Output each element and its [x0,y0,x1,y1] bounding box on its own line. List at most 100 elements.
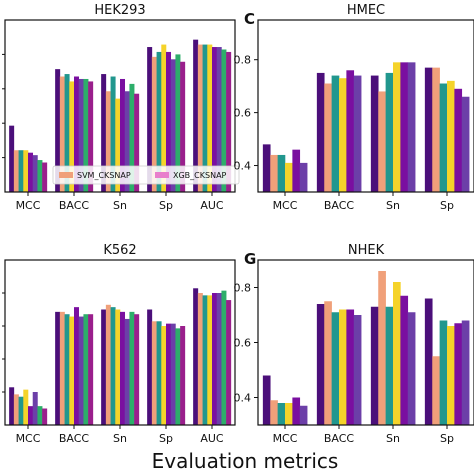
bar-mcc-0 [9,125,15,192]
bar-sn-1 [105,91,111,192]
bar-sn-3 [393,62,401,193]
bar-mcc-6 [37,160,43,192]
bar-bacc-4 [74,76,80,192]
bar-auc-0 [193,288,199,425]
x-tick-label: Sn [386,199,400,212]
bar-sp-0 [424,298,433,425]
x-tick-label: Sp [440,432,454,445]
bar-sp-5 [461,320,470,425]
bar-auc-6 [221,290,227,425]
bar-mcc-2 [18,150,24,192]
bar-sn-6 [129,311,135,425]
bar-sn-7 [134,93,140,192]
bar-bacc-5 [78,316,84,425]
bar-sp-4 [166,51,172,192]
x-tick-label: BACC [59,432,90,445]
bar-bacc-6 [83,314,89,425]
bar-auc-2 [202,295,208,425]
bar-bacc-3 [339,78,347,192]
panel-title: K562 [103,243,136,258]
y-tick-label: 0.8 [234,282,252,295]
axes-frame [257,19,474,193]
bar-auc-0 [193,39,199,192]
bar-sn-0 [370,75,379,192]
panel-letter: G [244,250,256,268]
bar-bacc-7 [88,81,94,192]
bar-bacc-1 [59,311,65,425]
bar-bacc-1 [324,83,332,192]
bar-auc-5 [216,293,222,425]
legend-box [52,165,240,185]
y-tick-label: 0.6 [234,107,252,120]
panel-title: NHEK [348,243,385,258]
x-tick-label: Sn [386,432,400,445]
bar-bacc-1 [324,301,332,425]
bar-mcc-5 [32,155,38,192]
panel-hmec: HMEC C MCC BACC Sn Sp 0.4 0.6 0.8 [234,3,474,212]
x-tick-label: MCC [16,432,41,445]
x-tick-label: Sn [113,199,127,212]
bar-sn-4 [400,62,409,193]
bar-mcc-3 [285,403,293,425]
bar-bacc-0 [55,69,61,192]
bar-auc-4 [212,293,218,425]
bar-sp-4 [454,323,463,425]
chart-panels: HEK293 MCC BACC Sn Sp AUC SVM_CKSNAP XGB_CKSNAP… [2,3,474,445]
bar-sp-4 [454,88,463,192]
bar-bacc-7 [88,314,94,425]
bar-sn-2 [110,76,116,192]
y-tick-label: 0.4 [234,160,252,173]
x-tick-label: MCC [16,199,41,212]
bar-sn-2 [385,72,394,192]
bar-bacc-2 [64,314,70,425]
bar-sn-5 [124,91,130,192]
bar-sn-0 [101,74,107,192]
bar-bacc-5 [78,78,84,192]
bar-mcc-3 [285,162,293,192]
bar-sp-3 [161,44,167,192]
bar-bacc-4 [346,70,355,192]
bar-auc-2 [202,44,208,192]
y-tick-label: 0.6 [234,337,252,350]
bar-mcc-1 [13,150,19,192]
bar-mcc-5 [32,392,38,425]
panel-title: HEK293 [94,3,145,18]
bar-sn-6 [129,83,135,192]
bar-mcc-1 [270,154,278,192]
panel-hek293: HEK293 MCC BACC Sn Sp AUC SVM_CKSNAP XGB_CKSNAP [2,3,240,212]
bar-auc-3 [207,44,213,192]
bar-sp-2 [439,320,448,425]
legend-label: SVM_CKSNAP [77,171,131,180]
bar-auc-7 [226,51,232,192]
bar-bacc-0 [55,311,61,425]
bar-sn-3 [393,282,401,425]
x-tick-label: MCC [273,199,298,212]
x-tick-label: Sp [440,199,454,212]
bar-sn-5 [407,312,416,425]
bar-sp-7 [180,326,186,425]
bar-mcc-4 [28,406,34,425]
x-axis-label: Evaluation metrics [152,449,339,473]
x-tick-label: AUC [200,199,224,212]
bar-sp-1 [432,67,440,192]
panel-title: HMEC [347,3,385,18]
bar-mcc-0 [262,375,271,425]
bar-sp-4 [166,323,172,425]
bar-sp-5 [461,96,470,192]
bar-mcc-3 [23,150,29,192]
x-tick-label: AUC [200,432,224,445]
bar-mcc-4 [28,152,34,192]
bar-mcc-5 [299,162,308,192]
bar-sn-0 [101,309,107,425]
bar-auc-1 [197,44,203,192]
bar-sn-1 [378,271,386,425]
bar-sn-3 [115,309,121,425]
bar-sp-5 [170,59,176,193]
bar-sp-7 [180,61,186,192]
bar-auc-1 [197,293,203,425]
x-tick-label: BACC [59,199,90,212]
bar-mcc-0 [262,144,271,192]
bar-sp-2 [439,83,448,192]
bar-auc-3 [207,295,213,425]
bar-bacc-2 [331,312,340,425]
